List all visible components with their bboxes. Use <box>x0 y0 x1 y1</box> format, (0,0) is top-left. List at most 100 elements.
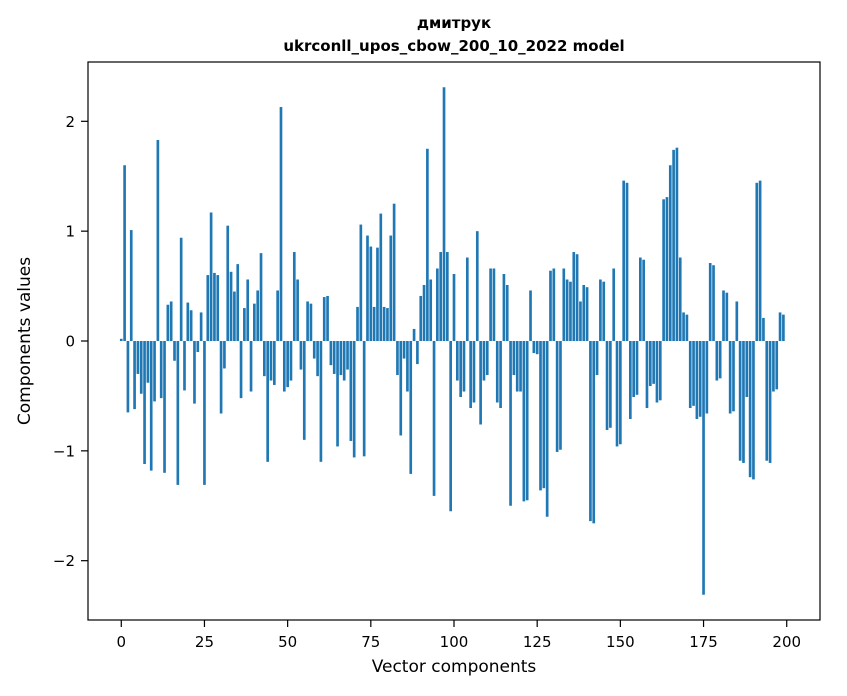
bar <box>126 341 130 413</box>
bar <box>352 341 356 458</box>
bar <box>196 341 200 352</box>
bar <box>658 341 662 401</box>
bar <box>436 268 439 341</box>
bar-series <box>119 87 785 595</box>
bar <box>186 302 190 341</box>
bar <box>519 341 522 392</box>
bar <box>136 341 140 374</box>
bar <box>675 147 679 341</box>
bar <box>492 268 496 341</box>
x-tick-label: 100 <box>440 633 469 651</box>
bar <box>229 271 233 341</box>
x-tick-label: 150 <box>606 633 635 651</box>
bar <box>322 297 326 341</box>
bar <box>768 341 772 463</box>
x-axis-label: Vector components <box>372 657 537 677</box>
bar <box>482 341 486 381</box>
bar <box>469 341 472 408</box>
bar <box>193 341 196 404</box>
bar <box>163 341 166 473</box>
bar <box>299 341 303 370</box>
bar <box>422 284 426 341</box>
bar <box>728 341 732 414</box>
bar <box>775 341 779 390</box>
bar <box>312 341 316 359</box>
bar <box>439 252 443 341</box>
bar <box>682 312 685 341</box>
bar <box>565 279 569 341</box>
bar <box>396 341 399 376</box>
bar <box>599 279 602 341</box>
bar <box>685 314 689 341</box>
bar <box>389 235 393 341</box>
bar <box>273 341 276 385</box>
bar <box>542 341 546 489</box>
bar <box>233 291 236 341</box>
bar <box>559 341 562 450</box>
bar <box>462 341 466 392</box>
bar <box>316 341 319 377</box>
bar <box>366 235 369 341</box>
x-axis-ticks: 0 25 50 75 100 125 150 175 200 <box>116 620 801 651</box>
bar <box>219 341 223 414</box>
y-tick-label: −1 <box>53 442 75 460</box>
bar <box>725 292 729 341</box>
bar <box>359 224 363 341</box>
bar <box>296 279 299 341</box>
bar <box>386 308 389 341</box>
bar <box>426 148 429 341</box>
bar <box>615 341 619 447</box>
bar <box>336 341 339 447</box>
bar <box>412 328 416 341</box>
bar <box>346 341 349 370</box>
bar <box>246 279 250 341</box>
bar <box>159 341 163 399</box>
bar <box>406 341 409 392</box>
bar <box>166 304 170 341</box>
bar <box>755 182 759 341</box>
bar <box>223 341 226 369</box>
bar <box>146 341 150 383</box>
bar <box>595 341 599 376</box>
bar <box>289 341 293 381</box>
bar <box>585 287 589 341</box>
bar <box>632 341 635 398</box>
bar <box>499 341 502 408</box>
bar <box>549 270 552 341</box>
bar <box>256 290 260 341</box>
bar <box>722 290 725 341</box>
bar <box>189 310 193 341</box>
x-tick-label: 175 <box>689 633 718 651</box>
bar <box>655 341 659 403</box>
x-tick-label: 50 <box>278 633 297 651</box>
bar <box>665 197 669 341</box>
x-tick-label: 0 <box>116 633 126 651</box>
bar <box>695 341 699 419</box>
bar <box>419 295 423 341</box>
bar <box>253 303 256 341</box>
bar <box>276 290 279 341</box>
bar <box>282 341 286 392</box>
bar <box>525 341 529 501</box>
bar <box>529 290 532 341</box>
bar <box>622 180 626 341</box>
bar <box>169 301 173 341</box>
bar <box>302 341 306 440</box>
bar <box>216 275 220 341</box>
bar <box>319 341 323 462</box>
bar <box>702 341 705 595</box>
bar <box>735 301 739 341</box>
bar <box>143 341 146 465</box>
bar <box>153 341 156 402</box>
bar <box>286 341 289 388</box>
bar <box>539 341 542 491</box>
bar <box>326 295 329 341</box>
bar <box>209 212 213 341</box>
bar <box>472 341 476 403</box>
bar <box>176 341 180 485</box>
bar <box>648 341 652 387</box>
bar <box>452 274 456 341</box>
bar <box>465 257 469 341</box>
bar <box>642 259 645 341</box>
bar <box>652 341 655 384</box>
